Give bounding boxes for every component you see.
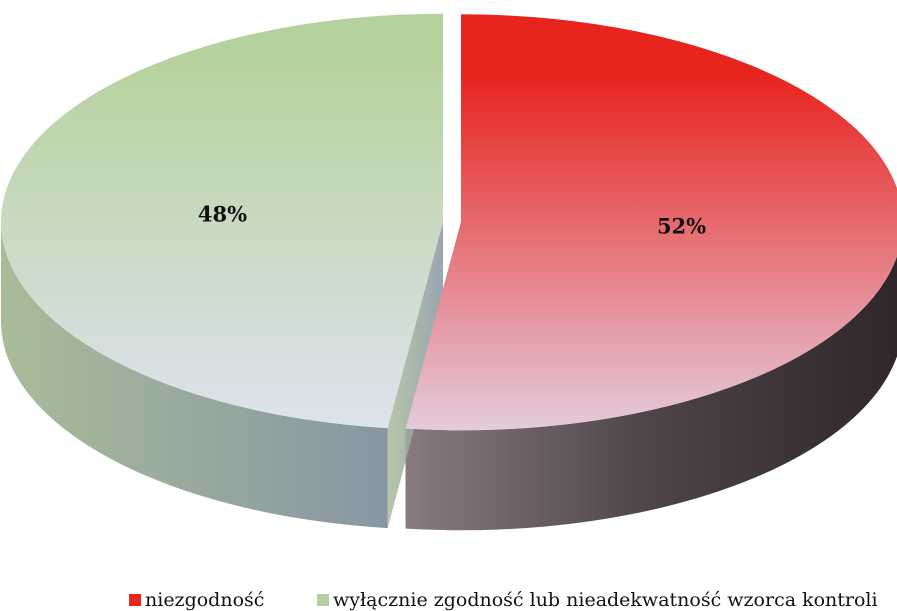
legend-swatch xyxy=(317,594,329,606)
legend-swatch xyxy=(129,594,141,606)
slice-side xyxy=(1,221,388,529)
data-label: 52% xyxy=(657,214,706,239)
slice xyxy=(1,13,444,429)
slice xyxy=(405,14,897,431)
legend-label: wyłącznie zgodność lub nieadekwatność wz… xyxy=(333,589,878,611)
legend-label: niezgodność xyxy=(145,589,264,611)
slice-face xyxy=(387,221,444,529)
slice-side xyxy=(405,256,897,531)
data-label: 48% xyxy=(198,201,247,226)
